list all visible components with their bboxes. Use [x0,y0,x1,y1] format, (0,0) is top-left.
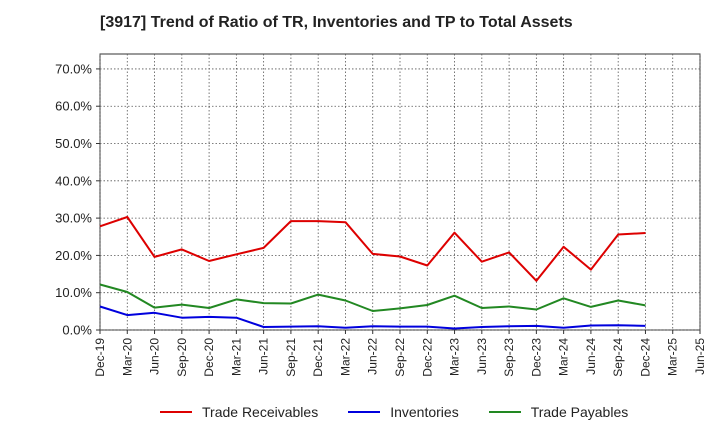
x-tick-label: Jun-23 [475,338,489,375]
x-tick-label: Sep-21 [284,338,298,377]
x-tick-label: Mar-21 [229,338,243,376]
y-tick-label: 60.0% [55,99,92,114]
x-tick-label: Jun-21 [257,338,271,375]
y-tick-label: 20.0% [55,248,92,263]
x-tick-label: Mar-23 [448,338,462,376]
legend-label: Trade Receivables [202,404,319,420]
x-tick-label: Dec-22 [420,338,434,377]
x-tick-label: Dec-20 [202,338,216,377]
x-tick-label: Dec-19 [93,338,107,377]
legend-label: Trade Payables [530,404,629,420]
series-line-trade-receivables [99,216,646,282]
chart-title: [3917] Trend of Ratio of TR, Inventories… [100,14,573,31]
series-line-trade-payables [99,283,646,312]
legend-item: Trade Receivables [160,404,318,420]
legend: Trade Receivables Inventories Trade Payabl… [160,404,628,420]
x-tick-label: Jun-22 [366,338,380,375]
x-tick-label: Mar-20 [120,338,134,376]
y-tick-label: 30.0% [55,211,92,226]
y-tick-label: 40.0% [55,173,92,188]
legend-item: Inventories [348,404,459,420]
axis-tick-labels: Dec-19 Mar-20 Jun-20 Sep-20 Dec-20 Mar-21 Jun-… [55,61,707,376]
legend-swatch [348,411,381,413]
x-tick-label: Mar-22 [338,338,352,376]
x-tick-label: Dec-24 [638,338,652,377]
x-tick-label: Sep-24 [611,338,625,377]
y-tick-label: 10.0% [55,285,92,300]
x-tick-label: Sep-23 [502,338,516,377]
y-tick-label: 50.0% [55,136,92,151]
y-tick-label: 0.0% [62,323,92,338]
series-lines [99,216,646,330]
x-tick-label: Dec-21 [311,338,325,377]
x-tick-label: Mar-25 [666,338,680,376]
series-line-inventories [99,305,646,330]
legend-swatch [488,411,521,413]
x-tick-label: Jun-25 [693,338,707,375]
legend-item: Trade Payables [488,404,629,420]
grid-lines [99,54,701,331]
x-tick-label: Sep-20 [175,338,189,377]
x-tick-label: Dec-23 [529,338,543,377]
y-tick-label: 70.0% [55,61,92,76]
x-tick-label: Sep-22 [393,338,407,377]
legend-swatch [160,411,192,413]
x-tick-label: Jun-24 [584,338,598,375]
x-tick-label: Jun-20 [148,338,162,375]
legend-label: Inventories [390,404,459,420]
x-tick-label: Mar-24 [557,338,571,376]
